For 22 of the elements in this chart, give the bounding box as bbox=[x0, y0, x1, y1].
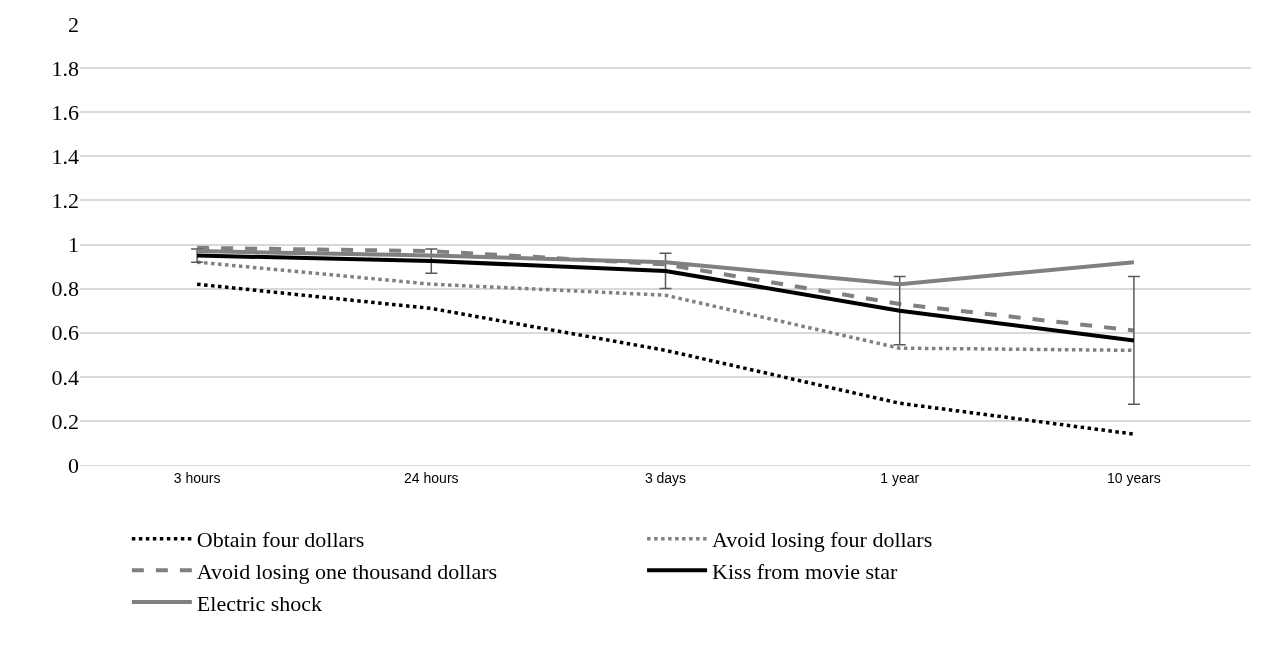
y-tick-label: 0 bbox=[68, 452, 79, 478]
legend-label: Avoid losing four dollars bbox=[712, 527, 933, 553]
x-tick-label: 10 years bbox=[1107, 469, 1161, 486]
legend-label: Electric shock bbox=[196, 590, 323, 616]
y-tick-label: 0.6 bbox=[51, 320, 79, 346]
y-tick-label: 1.8 bbox=[51, 55, 79, 81]
legend-label: Kiss from movie star bbox=[712, 558, 898, 584]
y-tick-label: 1.4 bbox=[51, 144, 79, 169]
y-tick-label: 1.2 bbox=[51, 188, 79, 214]
x-tick-label: 3 days bbox=[644, 469, 687, 486]
legend-label: Avoid losing one thousand dollars bbox=[196, 558, 498, 584]
x-tick-label: 1 year bbox=[880, 469, 920, 486]
y-tick-label: 1.6 bbox=[51, 99, 79, 125]
y-tick-label: 0.2 bbox=[51, 408, 79, 434]
y-tick-label: 0.4 bbox=[51, 364, 79, 390]
legend-label: Obtain four dollars bbox=[196, 527, 365, 553]
x-tick-label: 24 hours bbox=[404, 469, 459, 486]
y-tick-label: 0.8 bbox=[51, 276, 79, 302]
y-tick-label: 1 bbox=[68, 232, 79, 258]
y-tick-label: 2 bbox=[68, 11, 79, 37]
line-series bbox=[195, 282, 1136, 436]
x-tick-label: 3 hours bbox=[173, 469, 221, 486]
